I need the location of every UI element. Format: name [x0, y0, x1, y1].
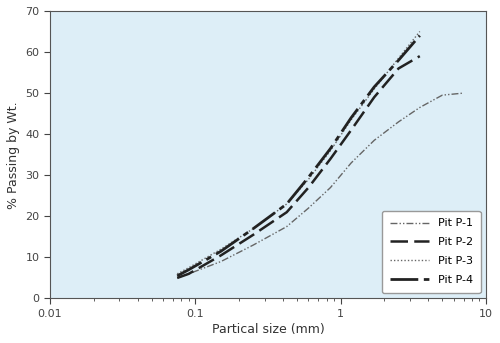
Pit P-4 [348, 116, 354, 120]
Pit P-2 [417, 54, 423, 58]
Pit P-3 [186, 265, 192, 270]
Pit P-3 [396, 56, 402, 60]
Pit P-4 [284, 202, 290, 206]
Pit P-3 [284, 202, 290, 206]
Pit P-3 [328, 149, 334, 153]
Pit P-1 [348, 161, 354, 165]
Line: Pit P-1: Pit P-1 [177, 93, 464, 278]
Pit P-2 [284, 210, 290, 214]
Pit P-1 [328, 186, 334, 190]
Pit P-4 [417, 34, 423, 38]
Line: Pit P-4: Pit P-4 [177, 36, 420, 276]
Pit P-3 [250, 227, 256, 231]
Pit P-4 [396, 58, 402, 62]
Line: Pit P-3: Pit P-3 [177, 32, 420, 274]
Pit P-1 [440, 93, 446, 97]
Pit P-4 [174, 274, 180, 278]
Pit P-2 [250, 233, 256, 237]
Pit P-1 [250, 243, 256, 247]
Pit P-3 [348, 118, 354, 122]
Pit P-1 [417, 105, 423, 109]
Pit P-4 [371, 85, 377, 89]
Pit P-4 [186, 268, 192, 272]
Pit P-2 [328, 157, 334, 161]
Pit P-2 [348, 128, 354, 132]
Legend: Pit P-1, Pit P-2, Pit P-3, Pit P-4: Pit P-1, Pit P-2, Pit P-3, Pit P-4 [382, 211, 480, 293]
Pit P-1 [284, 225, 290, 229]
Pit P-3 [306, 177, 312, 181]
Pit P-1 [306, 206, 312, 210]
Pit P-1 [174, 276, 180, 280]
Pit P-2 [186, 272, 192, 276]
Pit P-2 [306, 186, 312, 190]
Pit P-3 [174, 272, 180, 276]
Pit P-1 [460, 91, 466, 95]
Pit P-1 [186, 272, 192, 276]
X-axis label: Partical size (mm): Partical size (mm) [212, 323, 324, 336]
Pit P-3 [218, 247, 224, 251]
Pit P-4 [328, 146, 334, 151]
Pit P-4 [306, 175, 312, 179]
Pit P-4 [250, 227, 256, 231]
Pit P-1 [371, 138, 377, 142]
Y-axis label: % Passing by Wt.: % Passing by Wt. [7, 101, 20, 209]
Line: Pit P-2: Pit P-2 [177, 56, 420, 278]
Pit P-2 [396, 67, 402, 71]
Pit P-2 [371, 95, 377, 99]
Pit P-1 [396, 120, 402, 124]
Pit P-2 [174, 276, 180, 280]
Pit P-3 [371, 87, 377, 91]
Pit P-1 [218, 259, 224, 263]
Pit P-4 [218, 249, 224, 253]
Pit P-3 [417, 29, 423, 34]
Pit P-2 [218, 253, 224, 257]
